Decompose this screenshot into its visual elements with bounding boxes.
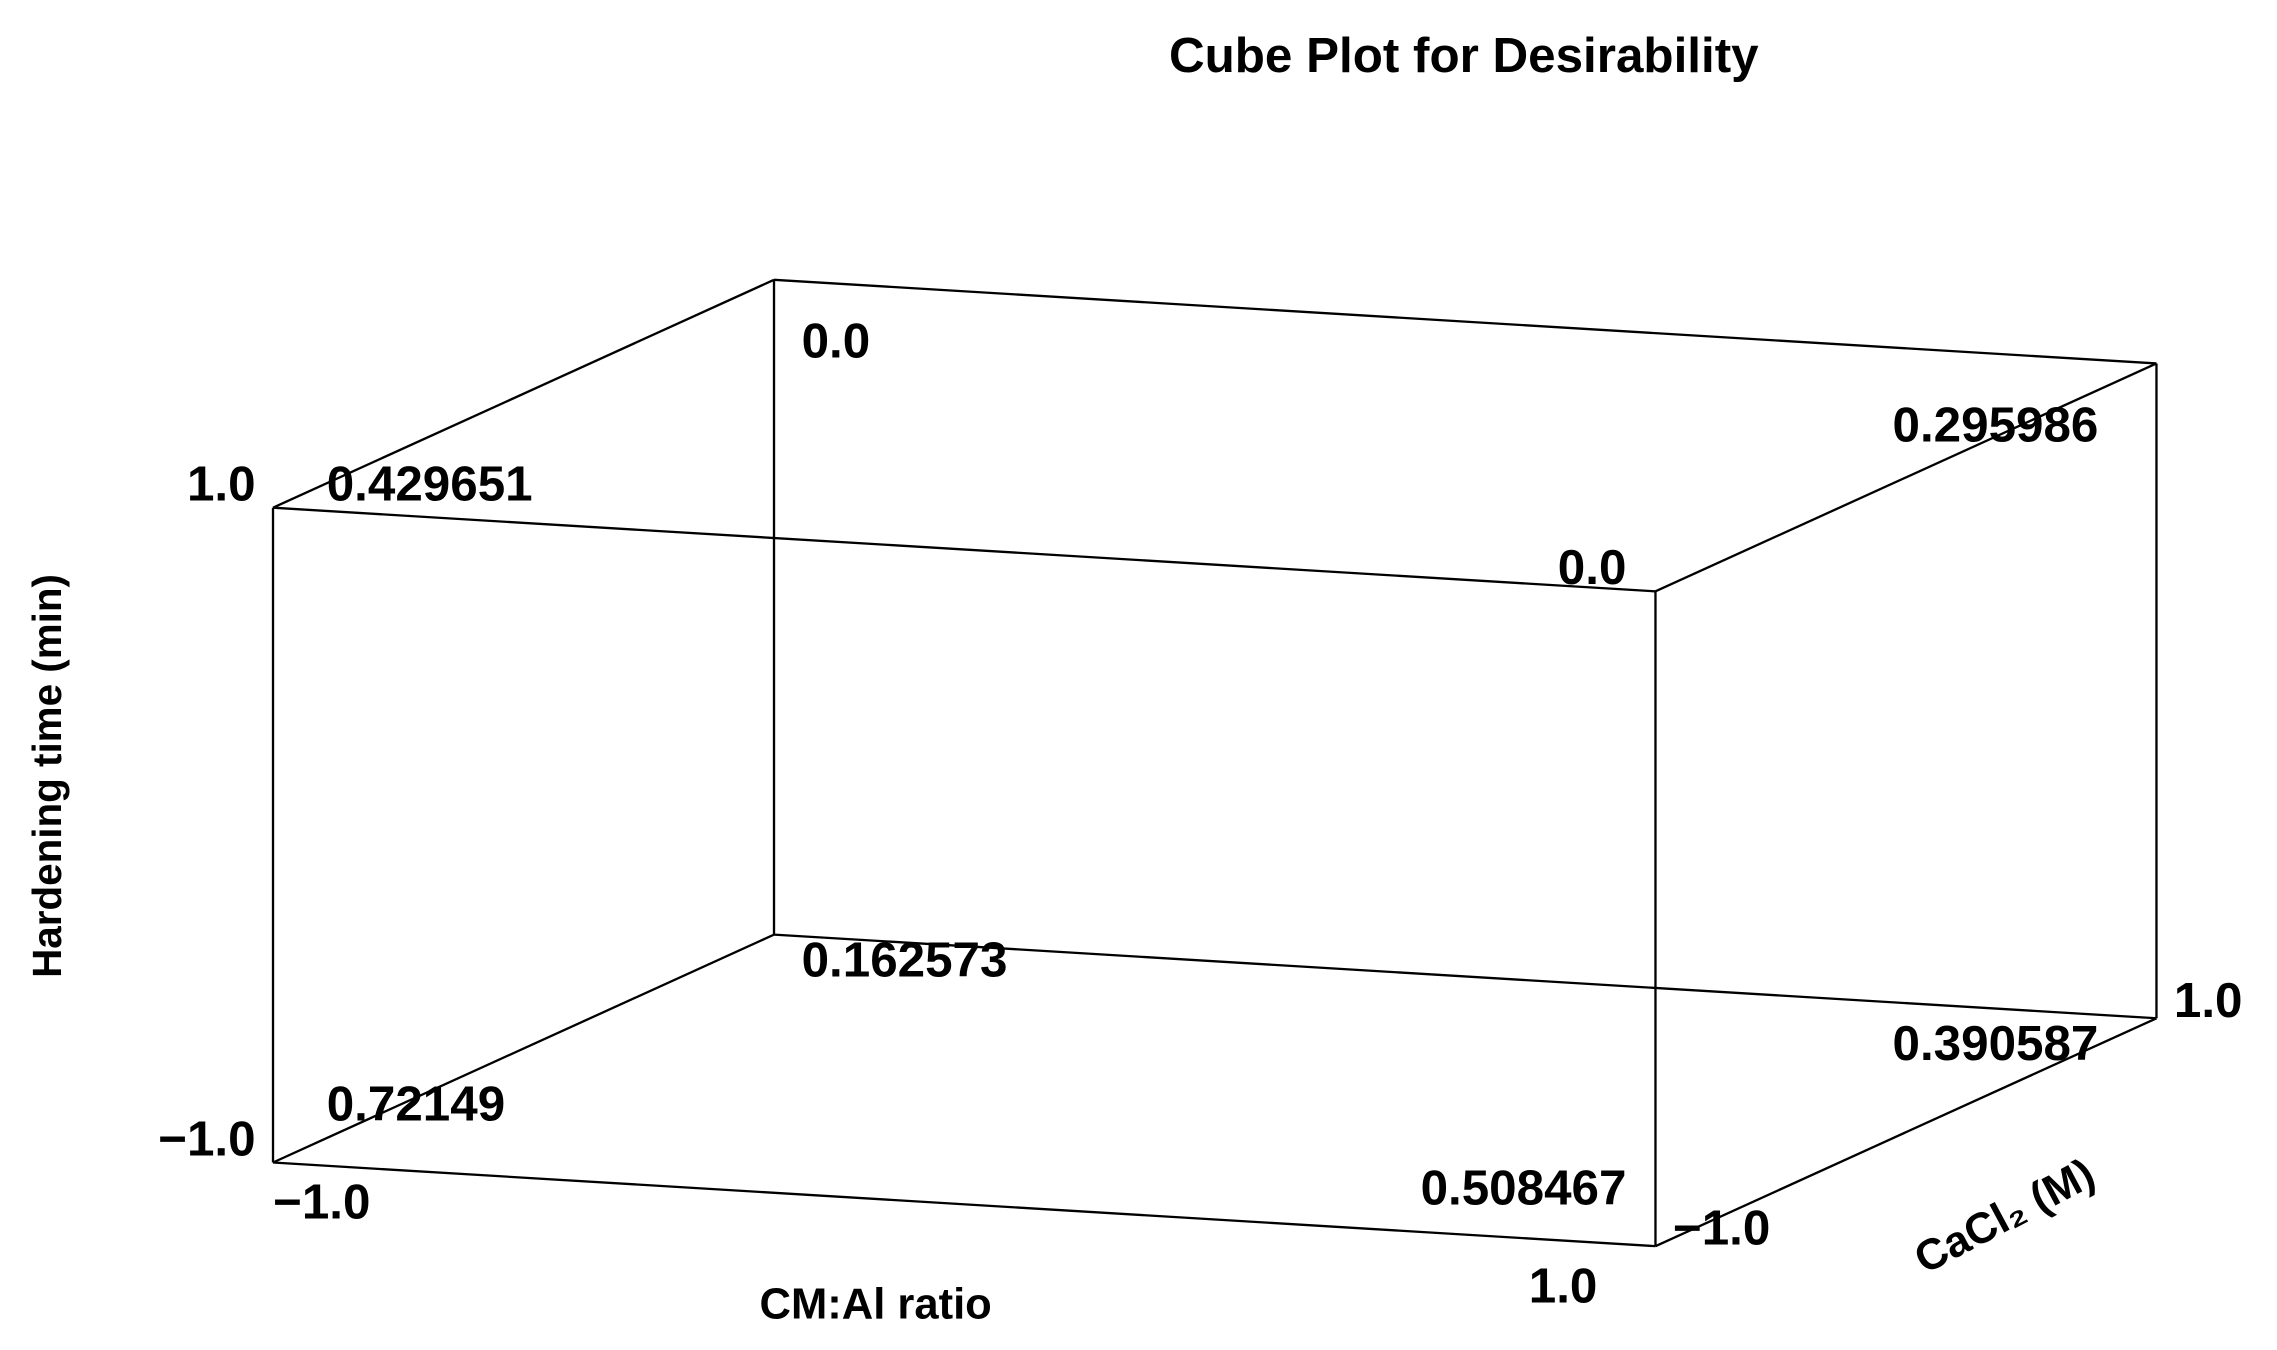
cube-edge: [1654, 362, 2157, 593]
corner-value: 0.508467: [1421, 1160, 1627, 1215]
corner-value: 0.72149: [327, 1077, 505, 1132]
corner-value: 0.0: [802, 314, 871, 369]
cube-edge: [272, 278, 775, 509]
cube-edge: [773, 278, 2157, 365]
chart-title: Cube Plot for Desirability: [1169, 28, 1759, 83]
x-axis-label: CM:Al ratio: [760, 1280, 992, 1328]
corner-value: 0.429651: [327, 457, 533, 512]
z-tick-label: −1.0: [158, 1111, 255, 1166]
cube-edge: [272, 1161, 1656, 1248]
x-tick-label: −1.0: [273, 1175, 370, 1230]
corner-value: 0.295986: [1893, 397, 2099, 452]
z-axis-label: Hardening time (min): [24, 574, 70, 978]
x-tick-label: 1.0: [1529, 1259, 1598, 1314]
z-tick-label: 1.0: [187, 457, 256, 512]
y-tick-label: −1.0: [1673, 1201, 1770, 1256]
corner-value: 0.390587: [1893, 1016, 2099, 1071]
cube-edge: [272, 506, 1656, 593]
cube-edge: [773, 933, 2157, 1020]
corner-value: 0.0: [1558, 540, 1627, 595]
y-axis-label: CaCl₂ (M): [1907, 1150, 2103, 1284]
y-tick-label: 1.0: [2174, 973, 2243, 1028]
cube-edge: [1654, 1017, 2157, 1248]
cube-edge: [272, 933, 775, 1164]
corner-value: 0.162573: [802, 933, 1008, 988]
